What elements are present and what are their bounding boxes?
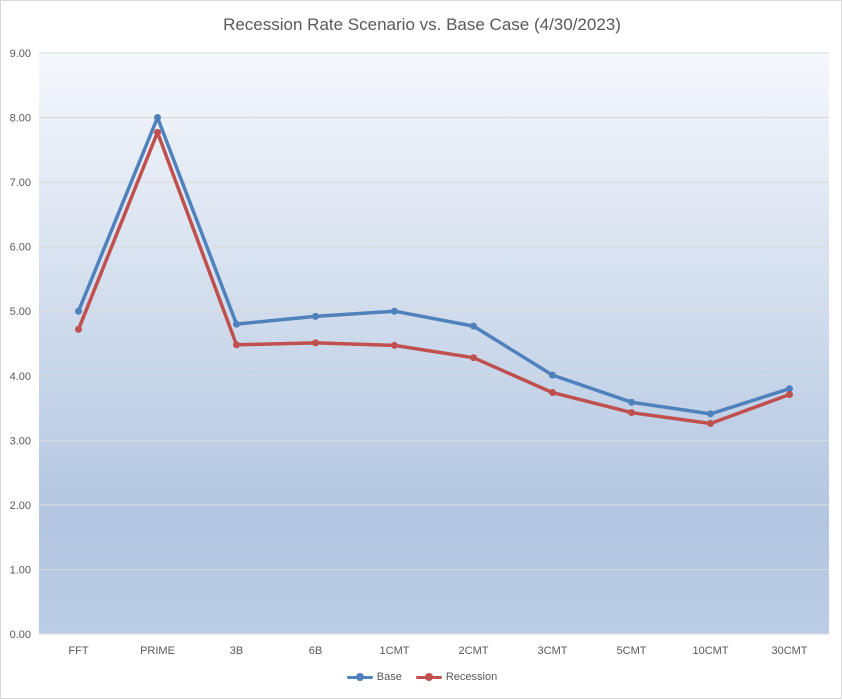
x-tick-label: 5CMT (617, 645, 647, 657)
data-point-recession (707, 420, 714, 428)
legend-swatch (415, 672, 442, 681)
y-tick-label: 1.00 (10, 564, 31, 576)
data-point-base (786, 385, 793, 393)
data-point-base (312, 312, 319, 320)
legend-item-recession: Recession (415, 671, 498, 683)
data-point-recession (312, 339, 319, 347)
data-point-recession (786, 390, 793, 398)
plot-area (39, 53, 829, 634)
data-point-recession (154, 128, 161, 136)
y-tick-label: 5.00 (10, 306, 31, 318)
series-points (75, 114, 793, 428)
series-lines (76, 115, 792, 426)
x-tick-label: 10CMT (692, 645, 728, 657)
y-tick-label: 7.00 (10, 177, 31, 189)
y-tick-label: 0.00 (10, 629, 31, 641)
legend: Base Recession (1, 671, 842, 683)
x-tick-label: 6B (309, 645, 322, 657)
chart-title: Recession Rate Scenario vs. Base Case (4… (223, 15, 621, 34)
data-point-base (154, 114, 161, 122)
data-point-recession (233, 341, 240, 349)
x-tick-label: 1CMT (380, 645, 410, 657)
data-point-base (707, 410, 714, 418)
y-tick-label: 2.00 (10, 500, 31, 512)
data-point-base (391, 307, 398, 315)
legend-swatch (346, 672, 373, 681)
data-point-recession (391, 341, 398, 349)
y-tick-label: 8.00 (10, 113, 31, 125)
x-tick-label: 3B (230, 645, 243, 657)
x-tick-label: FFT (68, 645, 88, 657)
data-point-base (75, 307, 82, 315)
legend-item-base: Base (346, 671, 402, 683)
y-tick-label: 9.00 (10, 48, 31, 60)
data-point-base (628, 398, 635, 406)
data-point-recession (75, 325, 82, 333)
y-tick-label: 6.00 (10, 242, 31, 254)
gridlines (39, 52, 829, 635)
data-point-recession (470, 354, 477, 362)
y-axis-tick-labels: 0.00 1.00 2.00 3.00 4.00 5.00 6.00 7.00 8.00 9.00 (10, 48, 31, 641)
x-tick-label: 3CMT (538, 645, 568, 657)
series-line-recession (76, 130, 792, 426)
data-point-base (233, 320, 240, 328)
data-point-recession (628, 409, 635, 417)
series-line-base (76, 115, 792, 416)
data-point-recession (549, 389, 556, 397)
data-point-base (470, 322, 477, 330)
y-tick-label: 3.00 (10, 435, 31, 447)
legend-label: Recession (445, 671, 498, 683)
data-point-base (549, 371, 556, 379)
x-tick-label: 30CMT (771, 645, 807, 657)
x-axis-tick-labels: FFT PRIME 3B 6B 1CMT 2CMT 3CMT 5CMT 10CMT 30CMT (68, 645, 807, 657)
legend-label: Base (376, 671, 402, 683)
x-tick-label: PRIME (140, 645, 175, 657)
x-tick-label: 2CMT (459, 645, 489, 657)
y-tick-label: 4.00 (10, 371, 31, 383)
